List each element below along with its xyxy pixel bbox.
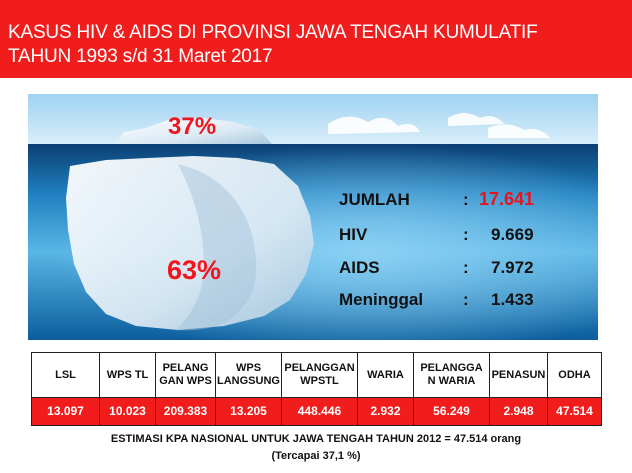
stat-colon: : bbox=[463, 290, 469, 309]
header-cell: WPS LANGSUNG bbox=[215, 352, 282, 398]
value-cell: 56.249 bbox=[413, 397, 490, 426]
value-cell: 13.097 bbox=[31, 397, 100, 426]
stat-row-deaths: Meninggal : 1.433 bbox=[339, 288, 579, 314]
header-cell: ODHA bbox=[547, 352, 602, 398]
table-header-row: LSL WPS TL PELANG GAN WPS WPS LANGSUNG PEL… bbox=[31, 352, 602, 398]
stat-colon: : bbox=[463, 225, 469, 244]
header-cell: PELANGGA N WARIA bbox=[413, 352, 490, 398]
value-cell: 2.932 bbox=[357, 397, 414, 426]
stat-label: Meninggal bbox=[339, 290, 424, 309]
stat-label: HIV bbox=[339, 225, 368, 244]
stat-value: 1.433 bbox=[491, 290, 534, 309]
iceberg-illustration bbox=[28, 94, 598, 340]
stat-colon: : bbox=[463, 258, 469, 277]
header-cell: PELANG GAN WPS bbox=[155, 352, 216, 398]
table-value-row: 13.097 10.023 209.383 13.205 448.446 2.9… bbox=[31, 397, 602, 426]
value-cell: 448.446 bbox=[281, 397, 358, 426]
percent-below-water: 63% bbox=[167, 255, 222, 285]
iceberg-submerged bbox=[66, 156, 314, 330]
stat-label: JUMLAH bbox=[339, 190, 410, 209]
stat-colon: : bbox=[463, 190, 469, 209]
stat-row-hiv: HIV : 9.669 bbox=[339, 223, 579, 249]
stat-row-total: JUMLAH : 17.641 bbox=[339, 188, 579, 214]
iceberg-tip bbox=[116, 118, 272, 144]
header-cell: WPS TL bbox=[99, 352, 156, 398]
title-banner: KASUS HIV & AIDS DI PROVINSI JAWA TENGAH… bbox=[0, 0, 632, 78]
stat-value: 9.669 bbox=[491, 225, 534, 244]
value-cell: 2.948 bbox=[489, 397, 548, 426]
title-line-1: KASUS HIV & AIDS DI PROVINSI JAWA TENGAH… bbox=[8, 22, 538, 43]
iceberg-shading bbox=[176, 164, 257, 331]
value-cell: 209.383 bbox=[155, 397, 216, 426]
population-estimate-table: LSL WPS TL PELANG GAN WPS WPS LANGSUNG PEL… bbox=[31, 352, 602, 426]
value-cell: 10.023 bbox=[99, 397, 156, 426]
case-stats: JUMLAH : 17.641 HIV : 9.669 AIDS : 7.972… bbox=[339, 188, 579, 318]
clouds bbox=[328, 113, 550, 138]
header-cell: WARIA bbox=[357, 352, 414, 398]
title-line-2: TAHUN 1993 s/d 31 Maret 2017 bbox=[8, 46, 273, 67]
percent-above-water: 37% bbox=[168, 113, 217, 140]
header-cell: LSL bbox=[31, 352, 100, 398]
header-cell: PELANGGAN WPSTL bbox=[281, 352, 358, 398]
value-cell: 47.514 bbox=[547, 397, 602, 426]
stat-label: AIDS bbox=[339, 258, 380, 277]
value-cell: 13.205 bbox=[215, 397, 282, 426]
achievement-note: (Tercapai 37,1 %) bbox=[271, 450, 361, 462]
stat-value: 7.972 bbox=[491, 258, 534, 277]
stat-value: 17.641 bbox=[479, 189, 535, 209]
header-cell: PENASUN bbox=[489, 352, 548, 398]
estimate-note: ESTIMASI KPA NASIONAL UNTUK JAWA TENGAH … bbox=[110, 433, 522, 445]
stat-row-aids: AIDS : 7.972 bbox=[339, 256, 579, 282]
